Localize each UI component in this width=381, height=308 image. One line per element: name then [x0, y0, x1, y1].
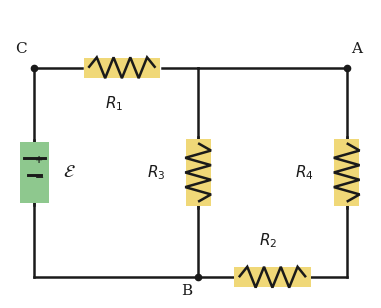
Text: A: A — [351, 42, 362, 56]
FancyBboxPatch shape — [234, 267, 311, 287]
FancyBboxPatch shape — [186, 139, 210, 206]
Text: $R_3$: $R_3$ — [147, 163, 165, 182]
FancyBboxPatch shape — [84, 58, 160, 78]
Text: +: + — [35, 155, 43, 165]
Text: C: C — [15, 42, 27, 56]
Text: $-$: $-$ — [34, 171, 45, 180]
Text: $R_1$: $R_1$ — [105, 94, 123, 112]
Text: $R_2$: $R_2$ — [259, 231, 278, 249]
FancyBboxPatch shape — [335, 139, 359, 206]
Text: $R_4$: $R_4$ — [295, 163, 314, 182]
Text: $\mathcal{E}$: $\mathcal{E}$ — [63, 164, 75, 181]
FancyBboxPatch shape — [20, 142, 49, 203]
Text: B: B — [181, 284, 192, 298]
